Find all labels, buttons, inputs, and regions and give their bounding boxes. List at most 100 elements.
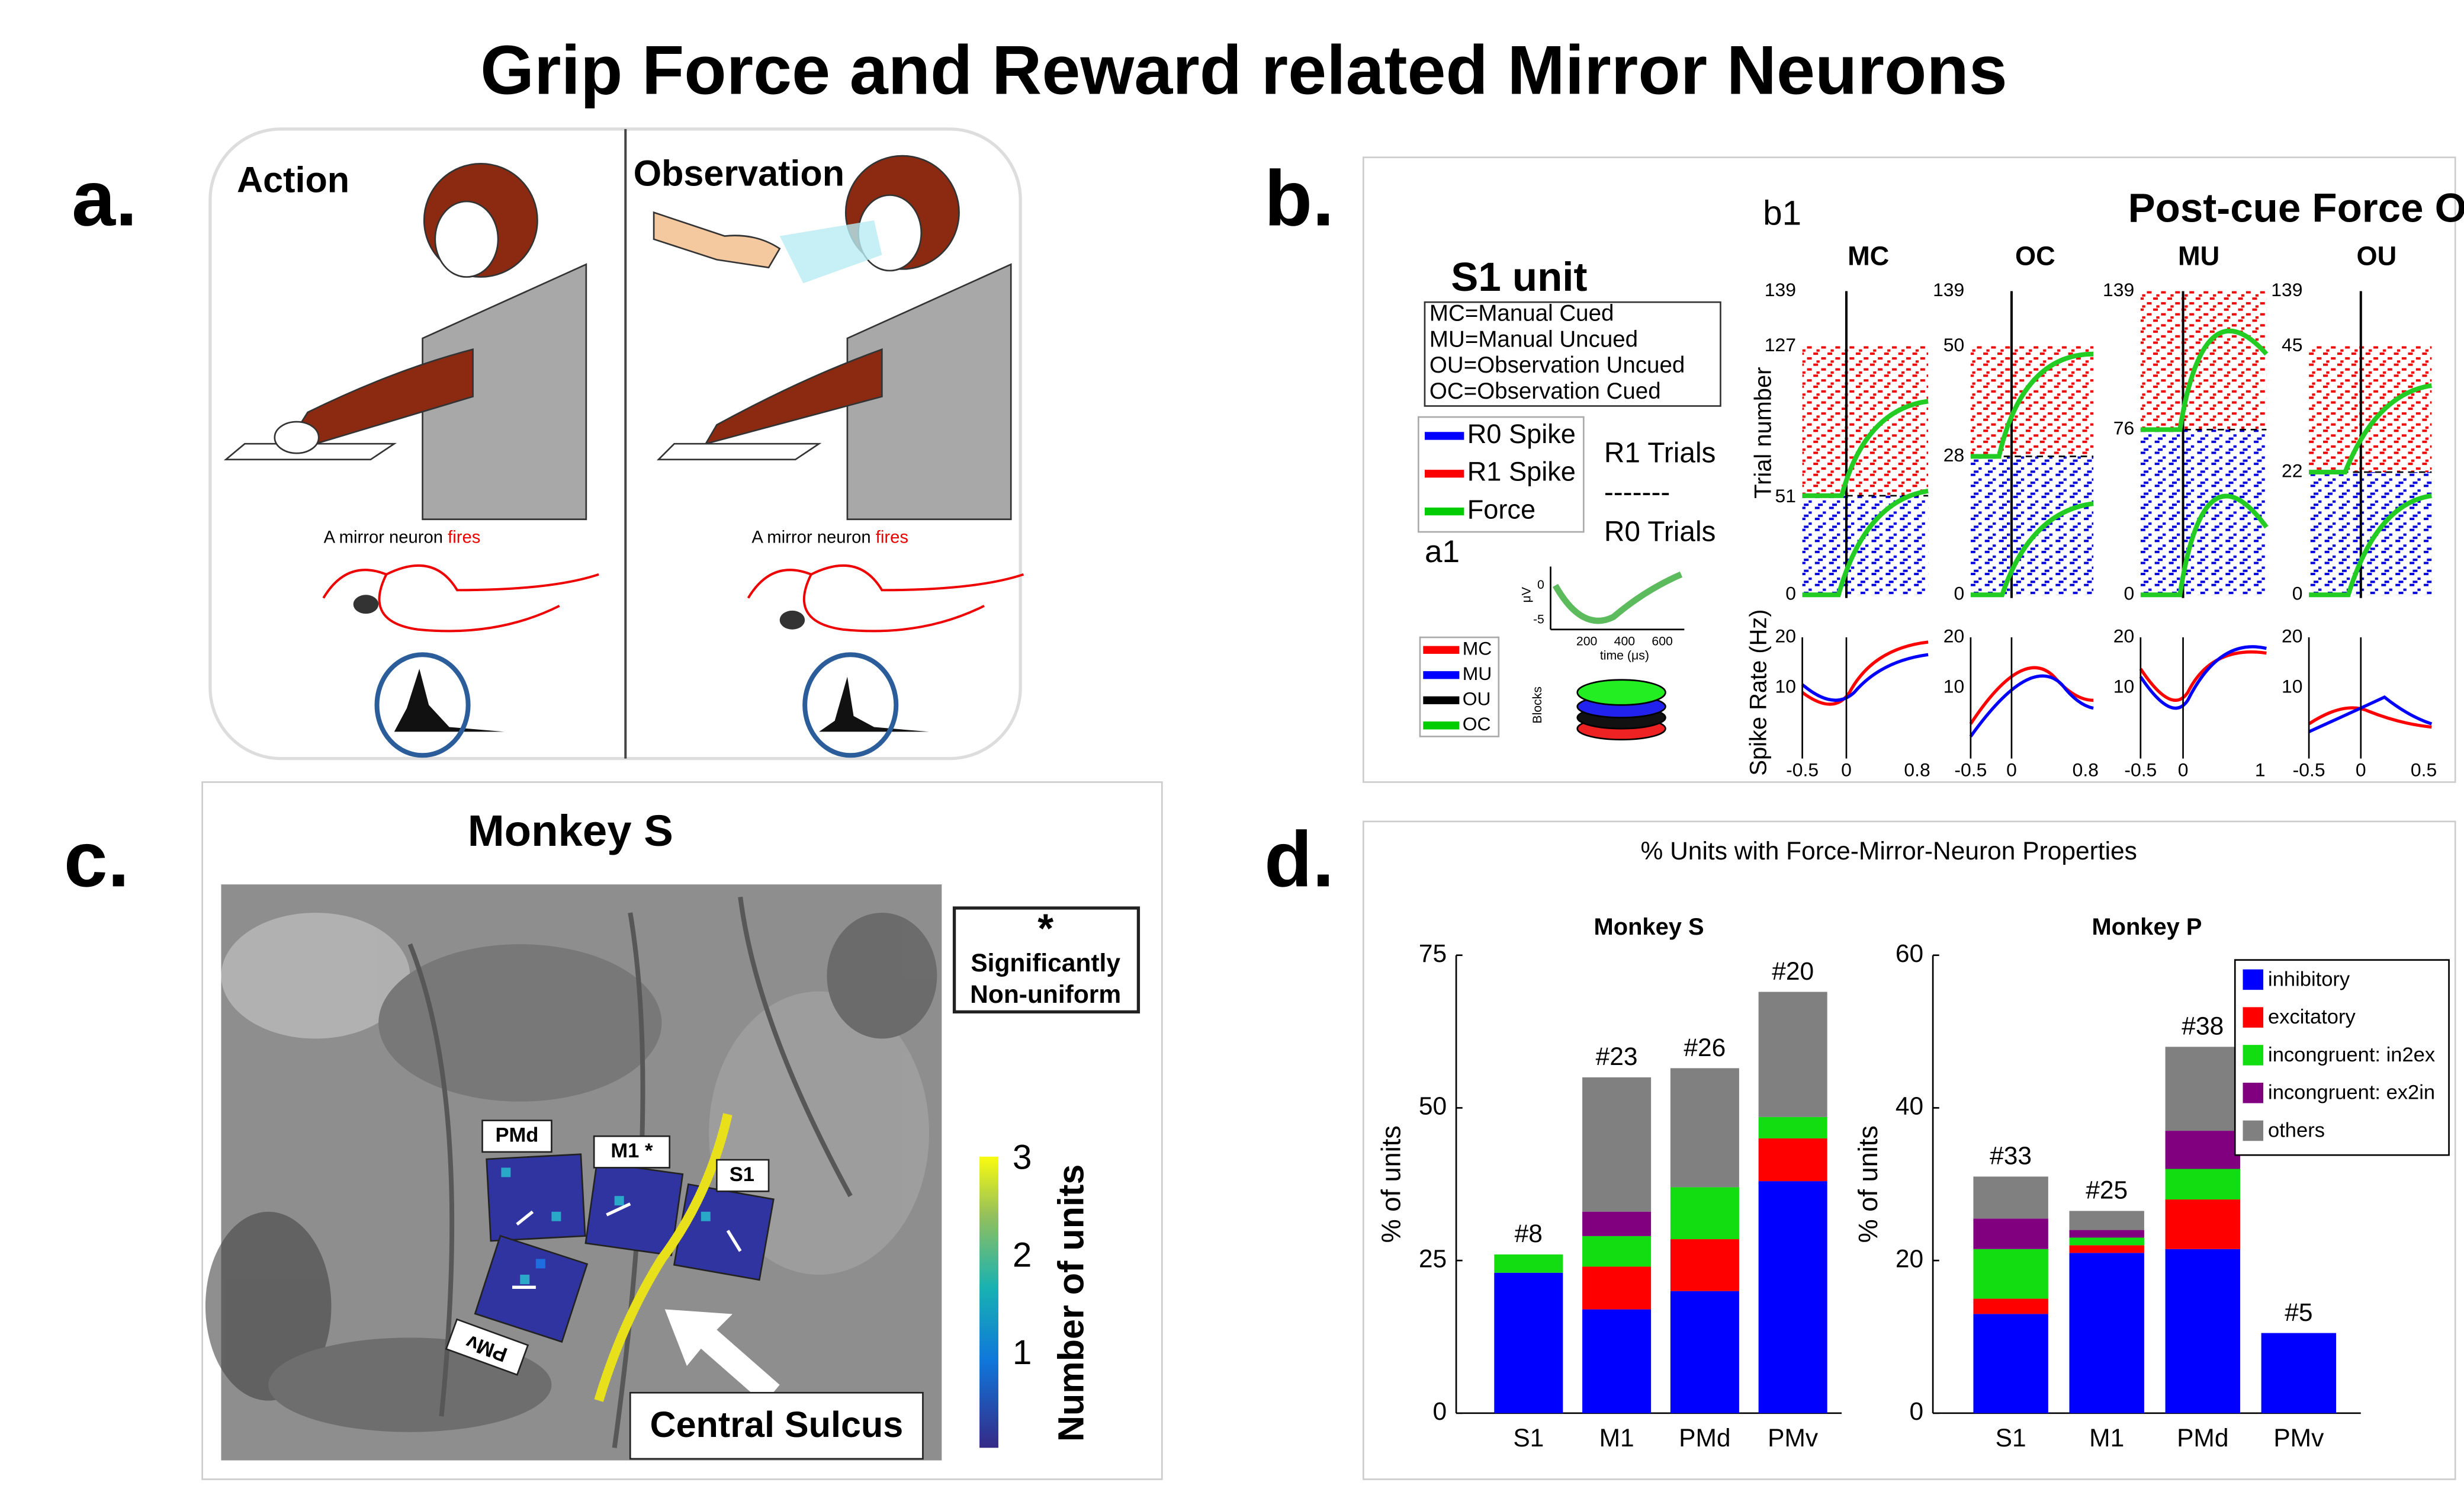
bar-segment — [1582, 1077, 1652, 1212]
tick-label: -0.5 — [1954, 759, 1987, 780]
chart-subtitle: Monkey P — [2092, 914, 2202, 940]
legend-entry: excitatory — [2268, 1006, 2356, 1028]
bar-segment — [2069, 1253, 2144, 1413]
trials-label: R1 Trials — [1604, 437, 1716, 469]
x-tick-label: PMv — [1768, 1425, 1819, 1452]
colorbar-tick: 2 — [1013, 1236, 1032, 1274]
x-tick-label: S1 — [1513, 1425, 1544, 1452]
panel-title: Post-cue Force Onset — [2128, 184, 2464, 230]
chart-subtitle: Monkey S — [1594, 914, 1704, 940]
tick-label: 10 — [2113, 675, 2134, 697]
bar-label: #38 — [2182, 1013, 2224, 1041]
tick-label: 0.5 — [2411, 759, 2437, 780]
axis-label: μV — [1519, 586, 1533, 602]
tick-label: 28 — [1943, 444, 1964, 466]
bar-label: #23 — [1596, 1043, 1638, 1071]
tick-label: 22 — [2282, 460, 2302, 481]
caption: A mirror neuron fires — [751, 528, 908, 547]
colorbar-label: Number of units — [1051, 1164, 1091, 1442]
colorbar-tick: 1 — [1013, 1333, 1032, 1372]
key-box — [1424, 301, 1721, 407]
legend-entry: OU — [1463, 688, 1491, 710]
tick-label: 0 — [1841, 759, 1852, 780]
bar-segment — [1758, 1138, 1827, 1182]
array-label: M1 * — [611, 1140, 653, 1162]
bar-segment — [2069, 1211, 2144, 1230]
caption-text: A mirror neuron — [324, 528, 448, 547]
colorbar-tick: 3 — [1013, 1138, 1032, 1177]
column-label: OU — [2356, 241, 2396, 271]
bar-segment — [1582, 1309, 1652, 1413]
tick-label: 50 — [1943, 334, 1964, 355]
key-entry: MC=Manual Cued — [1429, 301, 1614, 326]
bar-segment — [1670, 1187, 1739, 1240]
bar-segment — [1758, 1117, 1827, 1138]
tick-label: 10 — [1775, 675, 1796, 697]
tick-label: 200 — [1576, 634, 1597, 649]
bar-segment — [2165, 1131, 2240, 1169]
tick-label: 0 — [2356, 759, 2366, 780]
trials-label: ------- — [1604, 477, 1670, 508]
waveform-inset — [1550, 566, 1685, 631]
x-tick-label: PMd — [1679, 1425, 1730, 1452]
panel-letter: b. — [1264, 155, 1334, 242]
tick-label: -0.5 — [2124, 759, 2157, 780]
legend-entry: MU — [1463, 663, 1492, 684]
bar-segment — [1973, 1249, 2048, 1299]
tick-label: 0.8 — [1904, 759, 1930, 780]
note-box — [952, 906, 1141, 1014]
bar-segment — [1670, 1068, 1739, 1188]
legend-entry: MC — [1463, 638, 1492, 659]
bar-segment — [1670, 1291, 1739, 1413]
tick-label: 139 — [2271, 279, 2302, 300]
tick-label: 127 — [1765, 334, 1796, 355]
note-text: Significantly — [971, 949, 1120, 977]
bar-segment — [1582, 1211, 1652, 1236]
sulcus-label: Central Sulcus — [650, 1404, 903, 1445]
legend-swatch — [2243, 969, 2264, 990]
unit-title: S1 unit — [1451, 254, 1587, 300]
tick-label: 0 — [1954, 583, 1965, 604]
tick-label: 0 — [2124, 583, 2134, 604]
pca-legend-box — [1419, 636, 1500, 737]
tick-label: 76 — [2113, 418, 2134, 439]
pca-disks — [1576, 679, 1666, 741]
panel-frame — [208, 127, 1022, 761]
panel-letter: a. — [72, 155, 137, 242]
chart-title: % Units with Force-Mirror-Neuron Propert… — [1641, 838, 2137, 865]
sulcus-line — [594, 1113, 733, 1402]
y-axis-label: % of units — [1853, 1125, 1883, 1243]
bar-label: #5 — [2285, 1299, 2312, 1327]
legend-entry: OC — [1463, 713, 1491, 734]
rasters — [1801, 291, 2433, 759]
tick-label: 0 — [2006, 759, 2017, 780]
panel-c — [201, 781, 1163, 1480]
axis-label: Trial number — [1750, 367, 1776, 499]
bar-label: #26 — [1684, 1034, 1726, 1062]
bar-segment — [2069, 1237, 2144, 1246]
key-entry: MU=Manual Uncued — [1429, 326, 1638, 352]
panel-b — [1363, 156, 2456, 783]
bar-segment — [2165, 1249, 2240, 1413]
bar-segment — [1494, 1272, 1563, 1413]
condition-label: Observation — [634, 153, 844, 194]
panel-letter: d. — [1264, 816, 1334, 903]
bar-segment — [1973, 1298, 2048, 1314]
tick-label: 20 — [1943, 625, 1964, 646]
tick-label: 20 — [2282, 625, 2302, 646]
bar-segment — [1973, 1218, 2048, 1249]
legend-entry: R0 Spike — [1467, 419, 1576, 449]
bar-segment — [2165, 1199, 2240, 1249]
trials-label: R0 Trials — [1604, 516, 1716, 547]
tick-label: 600 — [1652, 634, 1672, 649]
tick-label: 139 — [2103, 279, 2134, 300]
legend-swatch — [2243, 1082, 2264, 1103]
arrays — [474, 1153, 775, 1343]
legend-entry: R1 Spike — [1467, 457, 1576, 487]
legend-entry: incongruent: in2ex — [2268, 1044, 2435, 1066]
note-text: Non-uniform — [970, 981, 1121, 1009]
tick-label: 1 — [2255, 759, 2266, 780]
bar-segment — [2165, 1047, 2240, 1131]
x-tick-label: PMd — [2177, 1425, 2228, 1452]
